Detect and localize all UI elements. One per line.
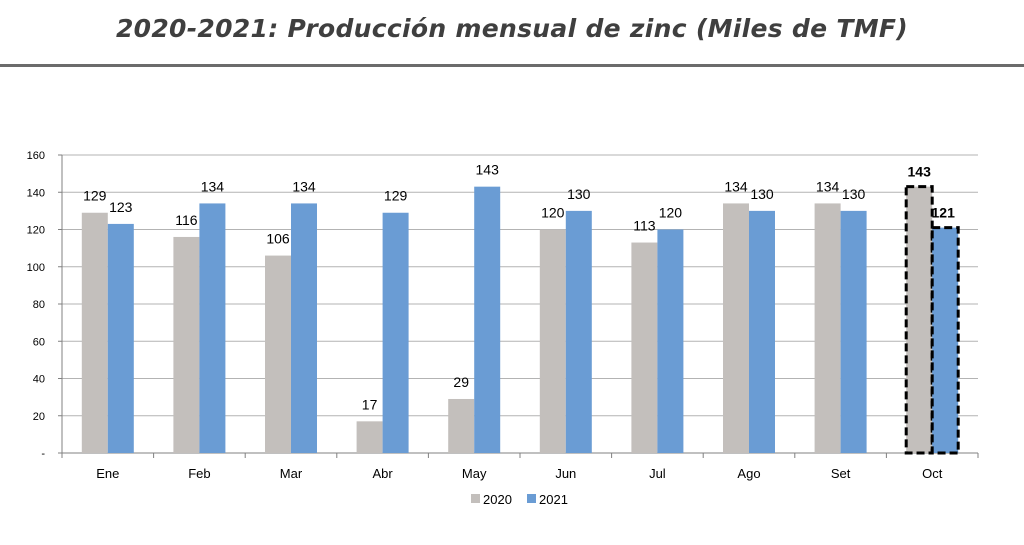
x-tick-label: Ene bbox=[96, 466, 119, 481]
data-label: 129 bbox=[83, 188, 107, 204]
data-label: 134 bbox=[724, 178, 748, 194]
bar-2021-Abr bbox=[382, 212, 409, 453]
data-label: 121 bbox=[932, 205, 956, 221]
title-divider bbox=[0, 64, 1024, 67]
bar-2020-Feb bbox=[173, 236, 200, 453]
x-tick-label: May bbox=[462, 466, 487, 481]
x-tick-label: Abr bbox=[372, 466, 393, 481]
y-tick-label: 140 bbox=[27, 187, 45, 199]
x-tick-label: Ago bbox=[737, 466, 760, 481]
bar-2020-Abr bbox=[356, 421, 383, 453]
y-tick-label: 60 bbox=[33, 336, 45, 348]
y-tick-label: 40 bbox=[33, 374, 45, 386]
bar-2021-Ago bbox=[749, 210, 775, 453]
x-tick-label: Jul bbox=[649, 466, 666, 481]
data-label: 143 bbox=[908, 164, 932, 180]
data-label: 29 bbox=[453, 374, 469, 390]
data-label: 106 bbox=[266, 231, 290, 247]
chart-title: 2020-2021: Producción mensual de zinc (M… bbox=[115, 14, 909, 43]
x-tick-label: Mar bbox=[280, 466, 303, 481]
bar-2021-Ene bbox=[107, 223, 134, 453]
x-tick-label: Feb bbox=[188, 466, 210, 481]
data-label: 134 bbox=[201, 178, 225, 194]
bar-2021-Oct bbox=[930, 226, 960, 455]
y-tick-label: 80 bbox=[33, 299, 45, 311]
y-tick-label: - bbox=[41, 448, 45, 460]
bar-2020-Oct bbox=[904, 185, 934, 455]
data-label: 129 bbox=[384, 188, 408, 204]
bar-2021-May bbox=[474, 186, 501, 453]
data-label: 143 bbox=[476, 162, 500, 178]
data-label: 120 bbox=[541, 205, 565, 221]
data-label: 134 bbox=[292, 178, 316, 194]
bars bbox=[81, 185, 960, 455]
data-label: 17 bbox=[362, 396, 378, 412]
data-label: 113 bbox=[633, 218, 656, 234]
legend-label-2021: 2021 bbox=[539, 492, 568, 507]
y-tick-label: 100 bbox=[27, 262, 45, 274]
data-label: 116 bbox=[175, 212, 198, 228]
bar-2020-Set bbox=[814, 203, 841, 453]
bar-2020-Ene bbox=[81, 212, 108, 453]
bar-2021-Feb bbox=[199, 203, 226, 453]
bar-2021-Set bbox=[840, 210, 867, 453]
legend-swatch-2021 bbox=[527, 494, 536, 503]
data-label: 120 bbox=[659, 205, 683, 221]
legend: 2020 2021 bbox=[471, 492, 568, 507]
data-labels: 1291231161341061341712929143120130113120… bbox=[83, 162, 955, 413]
y-tick-label: 120 bbox=[27, 225, 45, 237]
data-label: 130 bbox=[750, 186, 774, 202]
y-tick-label: 160 bbox=[27, 150, 45, 162]
x-tick-label: Set bbox=[831, 466, 851, 481]
bar-2020-Mar bbox=[265, 255, 291, 453]
x-tick-label: Oct bbox=[922, 466, 943, 481]
bar-2020-May bbox=[448, 398, 475, 453]
bar-2020-Ago bbox=[723, 203, 749, 453]
data-label: 134 bbox=[816, 178, 840, 194]
bar-2020-Jul bbox=[631, 242, 658, 453]
data-label: 130 bbox=[567, 186, 591, 202]
data-label: 130 bbox=[842, 186, 866, 202]
y-tick-label: 20 bbox=[33, 411, 45, 423]
bar-2021-Mar bbox=[291, 203, 317, 453]
legend-label-2020: 2020 bbox=[483, 492, 512, 507]
data-label: 123 bbox=[109, 199, 133, 215]
bar-2020-Jun bbox=[539, 229, 566, 453]
legend-swatch-2020 bbox=[471, 494, 480, 503]
x-tick-label: Jun bbox=[555, 466, 576, 481]
axes: - 20 40 60 80 100 120 140 160 Ene Feb Mar Abr May Jun J… bbox=[27, 150, 979, 481]
bar-2021-Jun bbox=[565, 210, 592, 453]
bar-2021-Jul bbox=[657, 229, 684, 453]
